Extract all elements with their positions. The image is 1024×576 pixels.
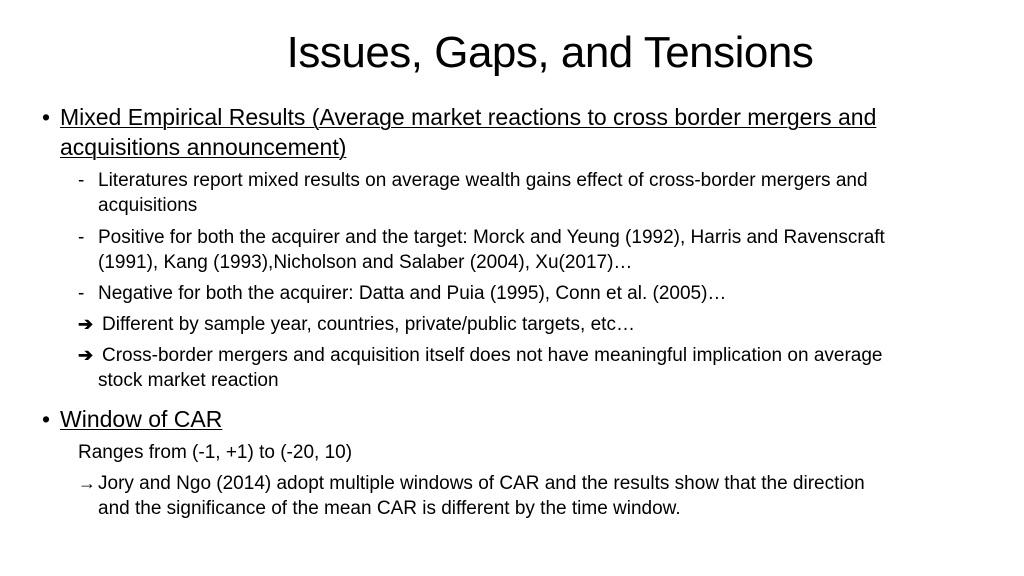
dash-2: -	[78, 227, 85, 248]
section2-conclusion-line1: Jory and Ngo (2014) adopt multiple windo…	[98, 473, 865, 494]
section2-range-text: Ranges from (-1, +1) to (-20, 10)	[78, 442, 353, 463]
item1-line1: Literatures report mixed results on aver…	[98, 170, 868, 191]
conclusion2-line1: Cross-border mergers and acquisition its…	[102, 345, 883, 366]
dash-3: -	[78, 283, 85, 304]
section2-conclusion-line2: and the significance of the mean CAR is …	[98, 498, 681, 519]
arrow-icon-2: ➔	[78, 345, 94, 365]
section2-heading: Window of CAR	[60, 406, 223, 432]
item2-line2: (1991), Kang (1993),Nicholson and Salabe…	[98, 252, 633, 273]
bullet-1: •	[42, 104, 51, 130]
arrow-icon-3: →	[78, 473, 96, 493]
section1-heading-line2: acquisitions announcement)	[60, 134, 347, 160]
item2-line1: Positive for both the acquirer and the t…	[98, 227, 885, 248]
conclusion2-line2: stock market reaction	[98, 370, 279, 391]
slide-title: Issues, Gaps, and Tensions	[286, 28, 814, 77]
dash-1: -	[78, 170, 85, 191]
arrow-icon-1: ➔	[78, 314, 94, 334]
section1-heading-line1: Mixed Empirical Results (Average market …	[60, 104, 877, 130]
conclusion1-line1: Different by sample year, countries, pri…	[102, 314, 635, 335]
item1-line2: acquisitions	[98, 195, 198, 216]
bullet-2: •	[42, 406, 51, 432]
item3-line1: Negative for both the acquirer: Datta an…	[98, 283, 727, 304]
